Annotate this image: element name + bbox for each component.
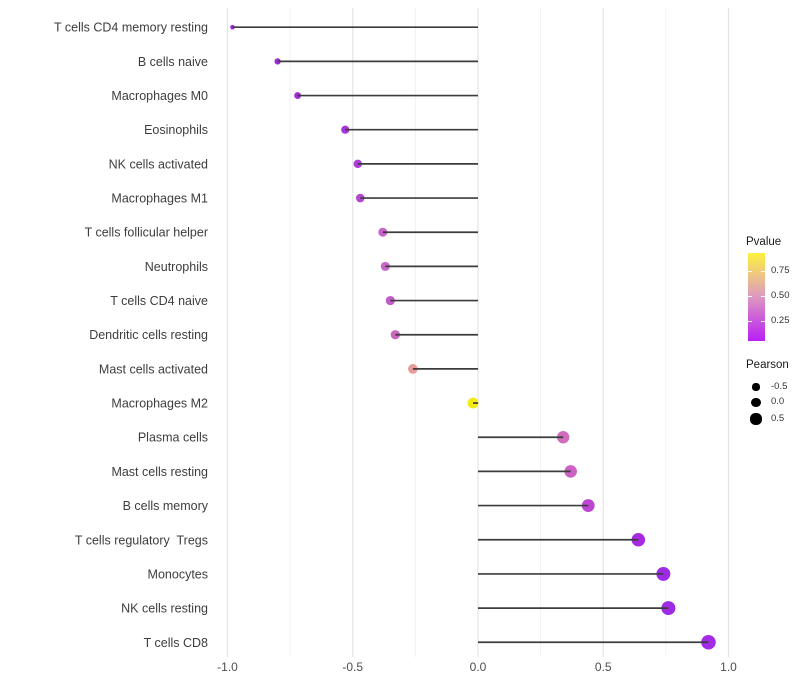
pvalue-tick-label: 0.50 bbox=[771, 290, 790, 301]
y-axis-category-label: B cells memory bbox=[123, 499, 209, 513]
y-axis-category-label: B cells naive bbox=[138, 55, 208, 69]
y-axis-category-label: Neutrophils bbox=[145, 260, 208, 274]
y-axis-category-label: T cells CD4 naive bbox=[110, 294, 208, 308]
pvalue-colorbar bbox=[748, 253, 765, 341]
y-axis-category-label: Eosinophils bbox=[144, 123, 208, 137]
y-axis-category-label: T cells follicular helper bbox=[85, 226, 208, 240]
pearson-size-dot bbox=[751, 397, 761, 408]
lollipop-point bbox=[701, 634, 716, 650]
colorbar-tick bbox=[748, 321, 752, 322]
y-axis-category-label: Macrophages M0 bbox=[111, 89, 208, 103]
y-axis-category-label: NK cells activated bbox=[109, 157, 208, 171]
lollipop-point bbox=[274, 58, 281, 65]
pvalue-tick-label: 0.75 bbox=[771, 265, 790, 276]
y-axis-category-label: Monocytes bbox=[148, 567, 208, 581]
x-axis-tick-label: 1.0 bbox=[720, 660, 737, 674]
y-axis-category-label: Macrophages M2 bbox=[111, 397, 208, 411]
y-axis-category-label: NK cells resting bbox=[121, 602, 208, 616]
pearson-size-label: 0.0 bbox=[771, 396, 785, 407]
pearson-legend-title: Pearson bbox=[746, 359, 789, 371]
x-axis-tick-label: -0.5 bbox=[342, 660, 363, 674]
lollipop-point bbox=[564, 465, 577, 478]
lollipop-point bbox=[230, 24, 235, 30]
y-axis-category-label: Macrophages M1 bbox=[111, 192, 208, 206]
pearson-size-dot bbox=[752, 383, 760, 391]
x-axis-tick-label: -1.0 bbox=[217, 660, 238, 674]
pearson-size-label: 0.5 bbox=[771, 413, 785, 424]
y-axis-category-label: T cells CD4 memory resting bbox=[54, 21, 208, 35]
x-axis-tick-label: 0.0 bbox=[470, 660, 487, 674]
y-axis-category-label: Mast cells activated bbox=[99, 362, 208, 376]
colorbar-tick bbox=[761, 271, 765, 272]
y-axis-category-label: Plasma cells bbox=[138, 431, 208, 445]
colorbar-tick bbox=[748, 296, 752, 297]
y-axis-category-label: Dendritic cells resting bbox=[89, 328, 208, 342]
colorbar-tick bbox=[761, 296, 765, 297]
pearson-size-dot bbox=[750, 413, 762, 425]
x-axis-tick-label: 0.5 bbox=[595, 660, 612, 674]
pvalue-legend-title: Pvalue bbox=[746, 236, 782, 248]
y-axis-category-label: T cells regulatory Tregs bbox=[75, 533, 208, 547]
colorbar-tick bbox=[761, 321, 765, 322]
pearson-size-label: -0.5 bbox=[771, 381, 788, 392]
pvalue-tick-label: 0.25 bbox=[771, 315, 790, 326]
colorbar-tick bbox=[748, 271, 752, 272]
y-axis-category-label: Mast cells resting bbox=[111, 465, 208, 479]
y-axis-category-label: T cells CD8 bbox=[144, 636, 208, 650]
